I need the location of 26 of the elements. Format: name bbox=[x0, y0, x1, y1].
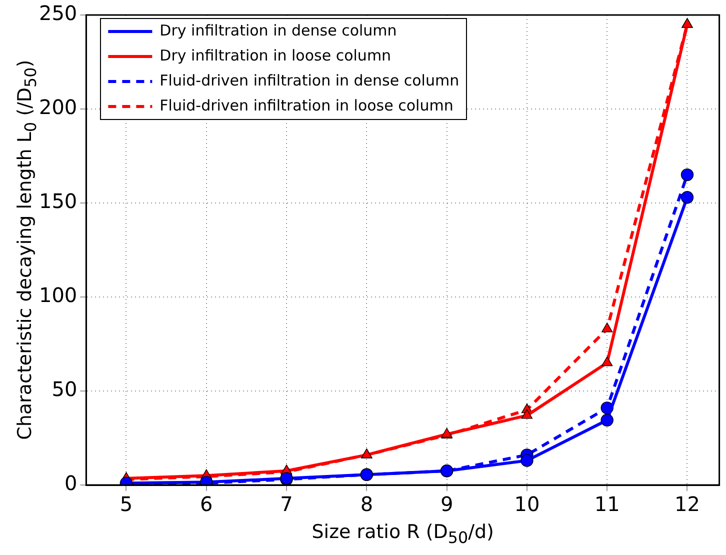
x-tick-label: 8 bbox=[360, 492, 374, 516]
x-tick-label: 6 bbox=[200, 492, 213, 516]
x-tick-label: 10 bbox=[514, 492, 540, 516]
point bbox=[602, 356, 613, 366]
x-tick-label: 12 bbox=[674, 492, 700, 516]
point bbox=[521, 409, 533, 419]
y-tick-label: 150 bbox=[38, 189, 78, 214]
y-tick-label: 100 bbox=[38, 283, 78, 308]
point bbox=[680, 168, 694, 182]
x-tick-label: 11 bbox=[594, 492, 620, 516]
x-tick-label: 5 bbox=[120, 492, 133, 516]
legend-label: Dry infiltration in loose column bbox=[160, 46, 392, 64]
y-tick-label: 0 bbox=[64, 471, 78, 496]
legend-label: Fluid-driven infiltration in dense column bbox=[160, 71, 460, 90]
x-tick-label: 7 bbox=[280, 492, 293, 516]
legend-label: Dry infiltration in dense column bbox=[160, 21, 397, 40]
y-tick-label: 200 bbox=[38, 95, 78, 120]
point bbox=[520, 454, 534, 467]
y-tick-label: 250 bbox=[38, 1, 78, 26]
point bbox=[602, 322, 613, 332]
y-tick-label: 50 bbox=[52, 377, 78, 402]
point bbox=[680, 191, 694, 204]
x-tick-label: 9 bbox=[440, 492, 454, 516]
x-axis-title: Size ratio R (D$_{50}$/d) bbox=[312, 521, 494, 547]
legend-label: Fluid-driven infiltration in loose column bbox=[160, 96, 454, 114]
point bbox=[600, 414, 614, 426]
